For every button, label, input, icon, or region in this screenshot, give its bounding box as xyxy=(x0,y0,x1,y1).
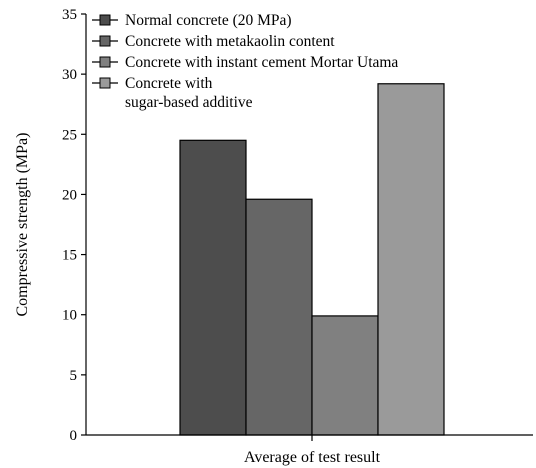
y-tick-label: 15 xyxy=(62,248,77,264)
y-tick-label: 35 xyxy=(62,7,77,23)
bars-group xyxy=(179,83,445,436)
y-tick-label: 0 xyxy=(70,428,78,444)
bar-3 xyxy=(311,315,379,436)
legend-label-line: Concrete with xyxy=(125,75,213,92)
legend-item-4: Concrete with sugar-based additive xyxy=(92,75,253,111)
legend-item-3: Concrete with instant cement Mortar Utam… xyxy=(92,54,398,71)
legend-item-2: Concrete with metakaolin content xyxy=(92,33,335,50)
y-tick-label: 10 xyxy=(62,308,77,324)
legend-label: Concrete with instant cement Mortar Utam… xyxy=(125,54,398,71)
y-tick-label: 25 xyxy=(62,127,77,143)
y-axis-title: Compressive strength (MPa) xyxy=(14,133,31,317)
legend-swatch xyxy=(99,56,111,68)
legend-label-line: Normal concrete (20 MPa) xyxy=(125,12,292,29)
y-tick-label: 30 xyxy=(62,67,77,83)
legend-swatch xyxy=(99,77,111,89)
legend: Normal concrete (20 MPa) Concrete with me… xyxy=(92,12,398,111)
bar-1 xyxy=(179,139,247,436)
axes-group: 0 5 10 15 20 25 30 35 xyxy=(62,7,533,444)
legend-label: Normal concrete (20 MPa) xyxy=(125,12,292,29)
legend-label-line: Concrete with metakaolin content xyxy=(125,33,335,50)
bar-2 xyxy=(245,198,313,436)
legend-label-line: sugar-based additive xyxy=(125,94,253,111)
legend-label: Concrete with metakaolin content xyxy=(125,33,335,50)
legend-swatch xyxy=(99,14,111,26)
legend-label-line: Concrete with instant cement Mortar Utam… xyxy=(125,54,398,71)
legend-item-1: Normal concrete (20 MPa) xyxy=(92,12,292,29)
legend-label: Concrete with sugar-based additive xyxy=(125,75,253,111)
bar-4 xyxy=(377,83,445,436)
legend-swatch xyxy=(99,35,111,47)
x-axis-title: Average of test result xyxy=(244,449,381,466)
y-tick-label: 20 xyxy=(62,187,77,203)
y-tick-label: 5 xyxy=(70,368,78,384)
